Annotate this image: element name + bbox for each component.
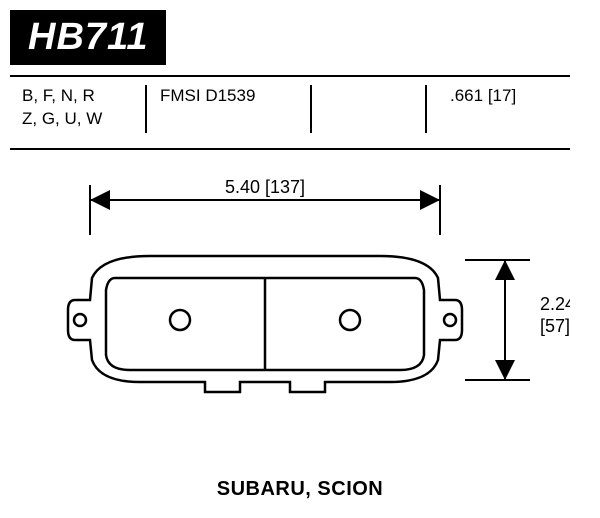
- part-number: HB711: [28, 16, 148, 58]
- part-number-block: HB711: [10, 10, 166, 65]
- pad-outline: [68, 256, 462, 392]
- spec-sheet: HB711 B, F, N, R Z, G, U, W FMSI D1539 .…: [0, 0, 600, 518]
- divider-mid: [10, 148, 570, 150]
- brake-pad-drawing: 5.40 [137] 2.24 [57]: [10, 160, 570, 460]
- width-label: 5.40 [137]: [225, 177, 305, 197]
- height-dimension: 2.24 [57]: [465, 260, 570, 380]
- width-dimension: 5.40 [137]: [90, 177, 440, 235]
- compound-codes-line1: B, F, N, R: [22, 85, 142, 108]
- separator-2: [310, 85, 312, 133]
- separator-1: [145, 85, 147, 133]
- fmsi-code: FMSI D1539: [160, 85, 255, 108]
- drawing-svg: 5.40 [137] 2.24 [57]: [10, 160, 570, 460]
- compound-codes-line2: Z, G, U, W: [22, 108, 142, 131]
- height-label-in: 2.24: [540, 294, 570, 314]
- vehicle-applications: SUBARU, SCION: [0, 478, 600, 501]
- divider-top: [10, 75, 570, 77]
- compound-codes: B, F, N, R Z, G, U, W: [22, 85, 142, 131]
- thickness-mm: [17]: [488, 86, 516, 105]
- info-row: B, F, N, R Z, G, U, W FMSI D1539 .661 [1…: [10, 85, 570, 145]
- thickness-in: .661: [450, 86, 483, 105]
- thickness-value: .661 [17]: [450, 85, 516, 108]
- height-label-mm: [57]: [540, 316, 570, 336]
- separator-3: [425, 85, 427, 133]
